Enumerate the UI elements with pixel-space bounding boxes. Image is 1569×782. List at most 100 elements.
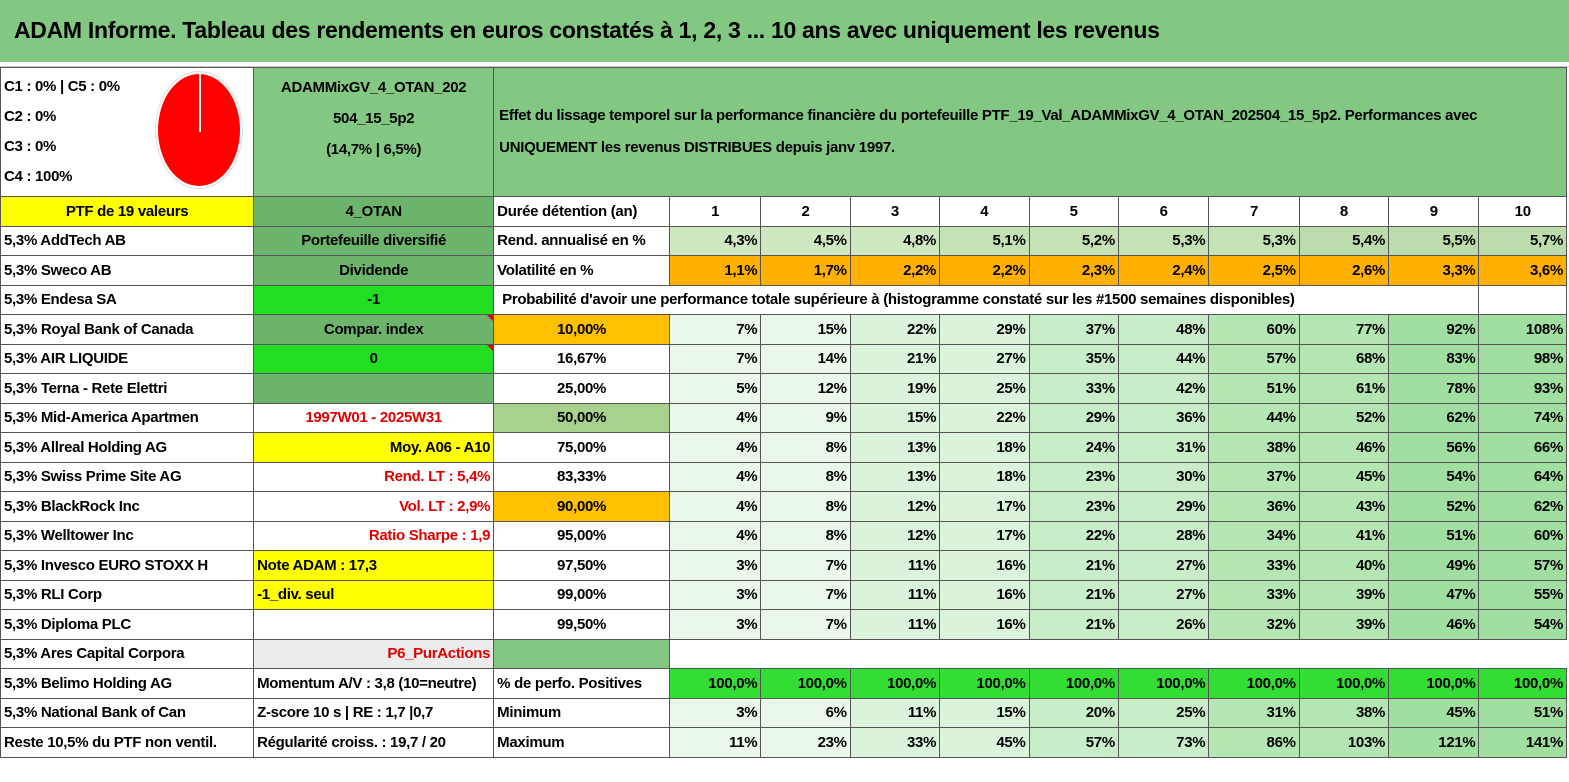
prob-value: 48%	[1117, 314, 1210, 345]
info-cell: Z-score 10 s | RE : 1,7 |0,7	[253, 697, 495, 728]
probability-level: 83,33%	[493, 461, 670, 492]
probability-level: 25,00%	[493, 373, 670, 404]
empty-cell	[1388, 639, 1479, 669]
page-title: ADAM Informe. Tableau des rendements en …	[0, 0, 1569, 62]
probability-level: 10,00%	[493, 314, 670, 345]
minimum-value: 31%	[1208, 697, 1300, 728]
maximum-value: 73%	[1117, 727, 1210, 758]
prob-value: 38%	[1208, 432, 1300, 463]
prob-value: 37%	[1208, 461, 1300, 492]
prob-value: 27%	[1117, 550, 1210, 581]
prob-value: 16%	[939, 579, 1030, 610]
holding-name: Reste 10,5% du PTF non ventil.	[0, 727, 255, 758]
prob-value: 18%	[939, 432, 1030, 463]
minimum-value: 25%	[1117, 697, 1210, 728]
holding-name: 5,3% RLI Corp	[0, 579, 255, 610]
holding-name: 5,3% Invesco EURO STOXX H	[0, 550, 255, 581]
year-header: 1	[668, 196, 762, 227]
prob-value: 29%	[1028, 402, 1119, 433]
positive-value: 100,0%	[1478, 668, 1567, 699]
prob-value: 45%	[1298, 461, 1390, 492]
prob-value: 17%	[939, 491, 1030, 522]
table-row: 5,3% Mid-America Apartmen 1997W01 - 2025W…	[0, 402, 1567, 433]
empty-cell	[1299, 639, 1389, 669]
prob-value: 92%	[1388, 314, 1480, 345]
holding-name: 5,3% Belimo Holding AG	[0, 668, 255, 699]
year-header: 4	[939, 196, 1030, 227]
probability-level: 99,50%	[493, 609, 670, 640]
table-row: 5,3% National Bank of Can Z-score 10 s | …	[0, 697, 1567, 728]
prob-value: 29%	[1117, 491, 1210, 522]
legend-item: C4 : 100%	[4, 168, 73, 185]
legend-item: C1 : 0% | C5 : 0%	[4, 78, 120, 95]
maximum-value: 33%	[849, 727, 941, 758]
prob-value: 21%	[1028, 609, 1119, 640]
vol-value: 2,4%	[1117, 255, 1210, 286]
vol-value: 1,7%	[760, 255, 851, 286]
prob-value: 17%	[939, 520, 1030, 551]
prob-value: 31%	[1117, 432, 1210, 463]
rend-value: 5,7%	[1478, 225, 1567, 256]
rend-value: 5,2%	[1028, 225, 1119, 256]
table-row: 5,3% Sweco AB Dividende Volatilité en % 1,1…	[0, 255, 1567, 286]
prob-value: 19%	[849, 373, 941, 404]
prob-value: 34%	[1208, 520, 1300, 551]
prob-value: 22%	[939, 402, 1030, 433]
prob-value: 98%	[1478, 343, 1567, 374]
info-cell: Note ADAM : 17,3	[253, 550, 495, 581]
prob-value: 7%	[668, 343, 762, 374]
prob-value: 49%	[1388, 550, 1480, 581]
vol-value: 2,5%	[1208, 255, 1300, 286]
table-row: 5,3% AddTech AB Portefeuille diversifié Re…	[0, 225, 1567, 256]
maximum-value: 57%	[1028, 727, 1119, 758]
prob-value: 108%	[1478, 314, 1567, 345]
vol-value: 2,3%	[1028, 255, 1119, 286]
probability-level: 95,00%	[493, 520, 670, 551]
empty-cell	[1478, 284, 1567, 315]
prob-value: 12%	[849, 520, 941, 551]
prob-value: 54%	[1478, 609, 1567, 640]
info-cell: 0	[253, 343, 495, 374]
prob-value: 46%	[1388, 609, 1480, 640]
prob-label: Probabilité d'avoir une performance tota…	[493, 284, 1479, 315]
allocation-legend: C1 : 0% | C5 : 0% C2 : 0% C3 : 0% C4 : 100%	[0, 67, 255, 197]
minimum-value: 20%	[1028, 697, 1119, 728]
table-row: 5,3% Royal Bank of Canada Compar. index 10…	[0, 314, 1567, 345]
year-header: 5	[1028, 196, 1119, 227]
minimum-value: 11%	[849, 697, 941, 728]
prob-value: 15%	[849, 402, 941, 433]
prob-value: 27%	[939, 343, 1030, 374]
maximum-label: Maximum	[493, 727, 670, 758]
table-row: 5,3% Terna - Rete Elettri 25,00% 5% 12% 19% 2…	[0, 373, 1567, 404]
prob-value: 3%	[668, 550, 762, 581]
vol-value: 3,3%	[1388, 255, 1480, 286]
prob-value: 9%	[760, 402, 851, 433]
positive-value: 100,0%	[1208, 668, 1300, 699]
maximum-value: 121%	[1388, 727, 1480, 758]
rend-value: 5,3%	[1208, 225, 1300, 256]
prob-value: 27%	[1117, 579, 1210, 610]
maximum-value: 141%	[1478, 727, 1567, 758]
maximum-value: 103%	[1298, 727, 1390, 758]
prob-value: 16%	[939, 550, 1030, 581]
prob-value: 35%	[1028, 343, 1119, 374]
legend-item: C2 : 0%	[4, 108, 57, 125]
vol-value: 1,1%	[668, 255, 762, 286]
prob-value: 7%	[760, 579, 851, 610]
probability-level: 16,67%	[493, 343, 670, 374]
prob-value: 60%	[1478, 520, 1567, 551]
probability-level: 50,00%	[493, 402, 670, 433]
info-cell	[253, 609, 495, 640]
info-cell: Moy. A06 - A10	[253, 432, 495, 463]
vol-label: Volatilité en %	[493, 255, 670, 286]
prob-value: 14%	[760, 343, 851, 374]
info-cell: 1997W01 - 2025W31	[253, 402, 495, 433]
year-header: 10	[1478, 196, 1567, 227]
table-row: 5,3% Endesa SA -1 Probabilité d'avoir une …	[0, 284, 1567, 315]
rend-label: Rend. annualisé en %	[493, 225, 670, 256]
info-cell: Régularité croiss. : 19,7 / 20	[253, 727, 495, 758]
holding-name: 5,3% Sweco AB	[0, 255, 255, 286]
minimum-value: 45%	[1388, 697, 1480, 728]
year-header: 7	[1208, 196, 1300, 227]
positive-label: % de perfo. Positives	[493, 668, 670, 699]
